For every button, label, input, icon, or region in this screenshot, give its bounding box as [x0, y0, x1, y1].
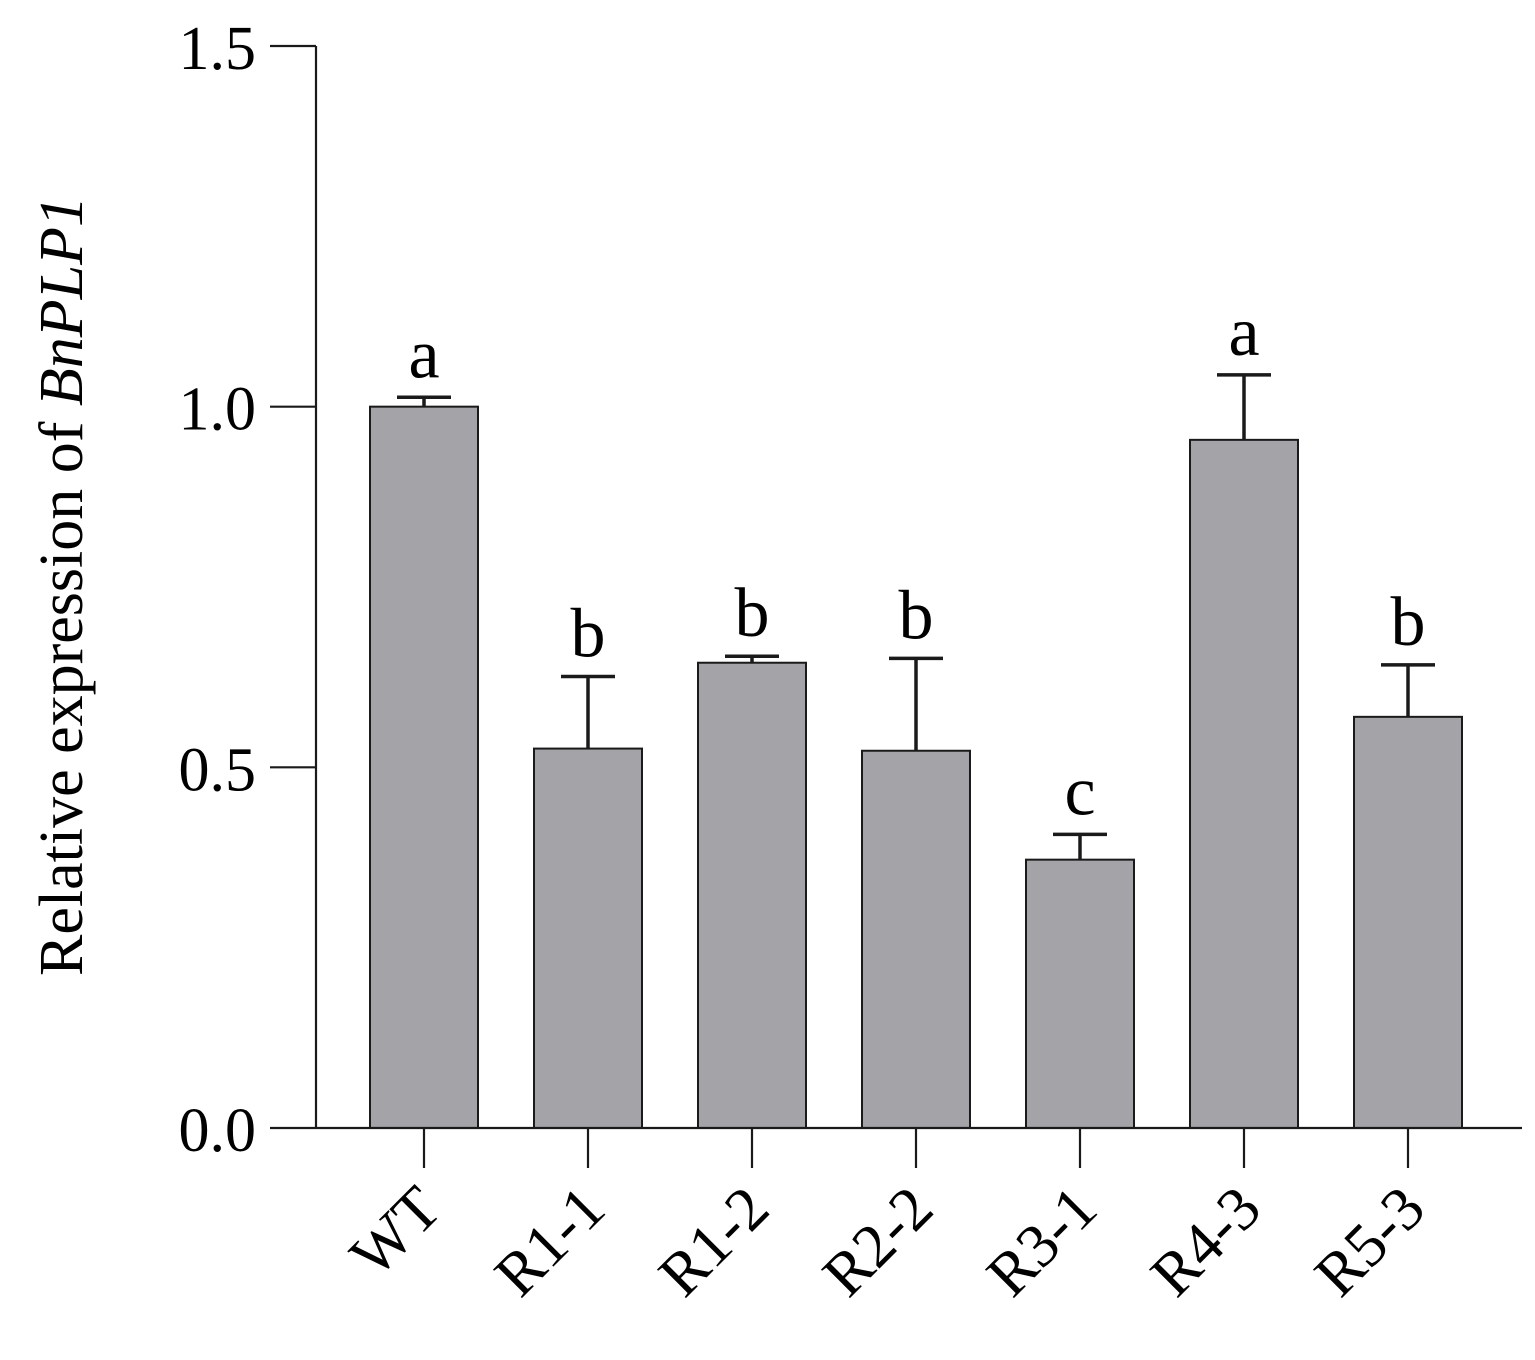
bar-r4-3 — [1189, 438, 1299, 1129]
significance-label: b — [735, 575, 770, 652]
y-tick-label: 0.0 — [179, 1097, 257, 1165]
x-ticks-layer: WT R1-1 R1-2 R2-2 R3-1 R4-3 R5-3 — [338, 1128, 1438, 1310]
bar-wt — [369, 405, 479, 1129]
x-tick-label: R1-2 — [646, 1174, 782, 1310]
bar-r3-1 — [1025, 858, 1135, 1129]
bar-r1-2 — [697, 661, 807, 1129]
svg-text:Relative expression of BnPLP1: Relative expression of BnPLP1 — [28, 196, 96, 976]
axes-layer — [314, 46, 1522, 1130]
y-axis-label-prefix: Relative expression of — [28, 406, 96, 976]
x-tick-label: R3-1 — [974, 1174, 1110, 1310]
y-axis-label: Relative expression of BnPLP1 — [28, 196, 96, 976]
significance-label: a — [1228, 294, 1259, 371]
significance-labels-layer: a b b b c a b — [408, 294, 1425, 830]
x-tick-label: R1-1 — [482, 1174, 618, 1310]
bars-layer — [369, 405, 1463, 1130]
x-tick-label: R5-3 — [1302, 1174, 1438, 1310]
y-tick-label: 0.5 — [179, 736, 257, 804]
y-axis-label-gene: BnPLP1 — [28, 196, 96, 406]
significance-label: b — [899, 577, 934, 654]
x-tick-label: R4-3 — [1138, 1174, 1274, 1310]
y-tick-label: 1.5 — [179, 15, 257, 83]
y-tick-label: 1.0 — [179, 376, 257, 444]
y-ticks-layer: 0.0 0.5 1.0 1.5 — [179, 15, 316, 1165]
significance-label: b — [1391, 584, 1426, 661]
significance-label: a — [408, 316, 439, 393]
bar-r1-1 — [533, 747, 643, 1129]
significance-label: c — [1064, 753, 1095, 830]
bar-r2-2 — [861, 749, 971, 1129]
error-bars-layer — [397, 373, 1435, 860]
significance-label: b — [571, 595, 606, 672]
x-tick-label: WT — [338, 1174, 454, 1290]
x-tick-label: R2-2 — [810, 1174, 946, 1310]
bar-r5-3 — [1353, 715, 1463, 1130]
